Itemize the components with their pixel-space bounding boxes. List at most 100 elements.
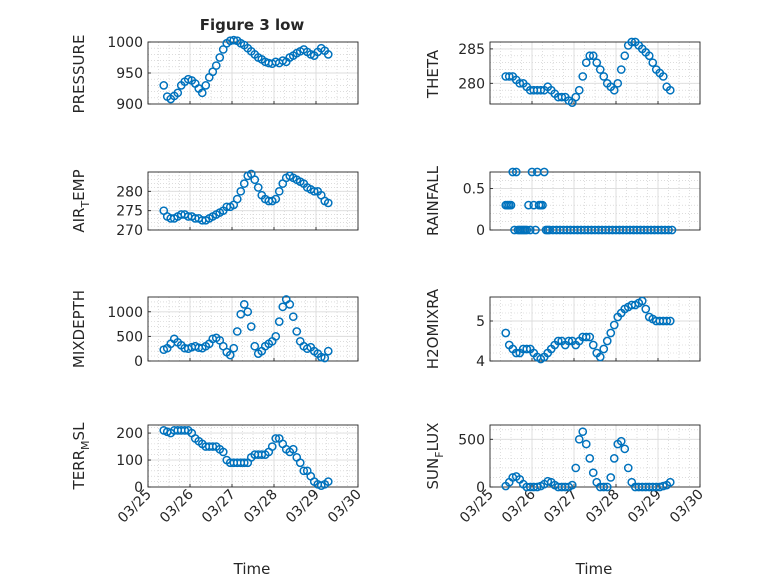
data-point [511,167,521,177]
axes-frame [147,171,359,231]
axes-background [148,172,358,230]
data-point [648,58,658,68]
data-point [288,312,298,322]
data-point [571,92,581,102]
axes-frame [489,41,701,105]
figure-title: Figure 3 low [200,16,305,34]
y-axis-label: AIRTEMP [70,169,92,232]
data-series [159,295,333,363]
y-tick-label: 280 [458,76,485,92]
y-tick-label: 200 [116,426,143,442]
data-point [543,476,553,486]
data-point [616,436,626,446]
data-series [501,427,675,492]
y-tick-label: 0 [134,480,143,496]
data-point [239,300,249,309]
data-point [323,346,333,356]
data-point [658,481,668,491]
data-point [602,336,612,346]
data-point [665,316,675,326]
data-point [539,167,549,177]
y-tick-label: 0 [476,223,485,239]
data-point [506,200,516,210]
data-point [664,225,673,235]
data-point [522,344,532,354]
data-point [623,463,633,473]
y-axis-label: MIXDEPTH [70,290,88,368]
data-point [609,454,619,463]
data-point [644,51,654,61]
data-point [309,186,319,196]
data-point [323,198,333,208]
y-tick-label: 500 [458,432,485,448]
data-point [218,447,228,457]
data-point [588,468,598,478]
data-point [567,480,577,490]
data-point [225,350,235,360]
y-tick-label: 900 [116,97,143,113]
subplot-h2omixra: 4 5 H2OMIXRA [424,288,701,370]
data-point [609,85,619,95]
data-point [229,343,239,353]
data-point [229,35,239,45]
data-point [271,194,281,204]
y-tick-label: 1000 [107,35,143,51]
subplot-theta: 280 285 THETA [424,37,701,107]
y-tick-label: 500 [116,329,143,345]
data-point [250,341,260,351]
data-point [239,179,249,188]
data-point [662,316,672,326]
axes-frame [489,424,701,488]
data-point [588,51,598,61]
data-point [578,72,588,81]
data-point [267,442,277,451]
data-point [501,328,511,338]
data-point [620,444,630,454]
data-point [592,58,602,68]
data-point [667,225,677,235]
data-point [620,51,630,61]
data-point [525,225,535,235]
data-series [159,169,333,225]
data-point [588,340,598,350]
data-point [606,328,616,338]
y-tick-label: 4 [476,354,485,370]
data-series [159,426,333,491]
data-point [295,458,305,468]
data-point [320,353,330,363]
y-tick-label: 280 [116,184,143,200]
data-point [602,482,612,492]
data-point [609,320,619,330]
minor-grid [147,296,359,362]
y-tick-label: 0.5 [463,182,485,198]
axes-frame [147,424,359,488]
data-point [274,186,284,196]
data-series [501,37,675,107]
data-point [159,81,169,90]
data-point [246,322,256,331]
y-tick-label: 5 [476,314,485,330]
data-point [508,167,518,177]
data-point [271,434,281,443]
data-point [236,186,246,196]
data-point [595,65,605,74]
data-point [599,344,609,354]
subplot-mixdepth: 0 500 1000 MIXDEPTH [70,290,359,370]
y-tick-label: 0 [476,480,485,496]
data-point [627,37,637,47]
data-point [316,352,326,362]
subplot-air-temp: 270 275 280 AIRTEMP [70,169,359,239]
subplot-pressure: 900 950 1000 PRESSURE [70,35,359,113]
data-point [599,72,609,81]
y-axis-label: RAINFALL [424,165,442,236]
y-axis-label: THETA [424,49,442,99]
y-axis-label: TERRMSL [70,422,92,491]
data-point [585,454,595,463]
data-point [585,332,595,342]
axes-frame [489,296,701,362]
y-tick-label: 0 [134,354,143,370]
y-tick-label: 270 [116,223,143,239]
data-point [581,58,591,68]
data-point [323,477,333,486]
